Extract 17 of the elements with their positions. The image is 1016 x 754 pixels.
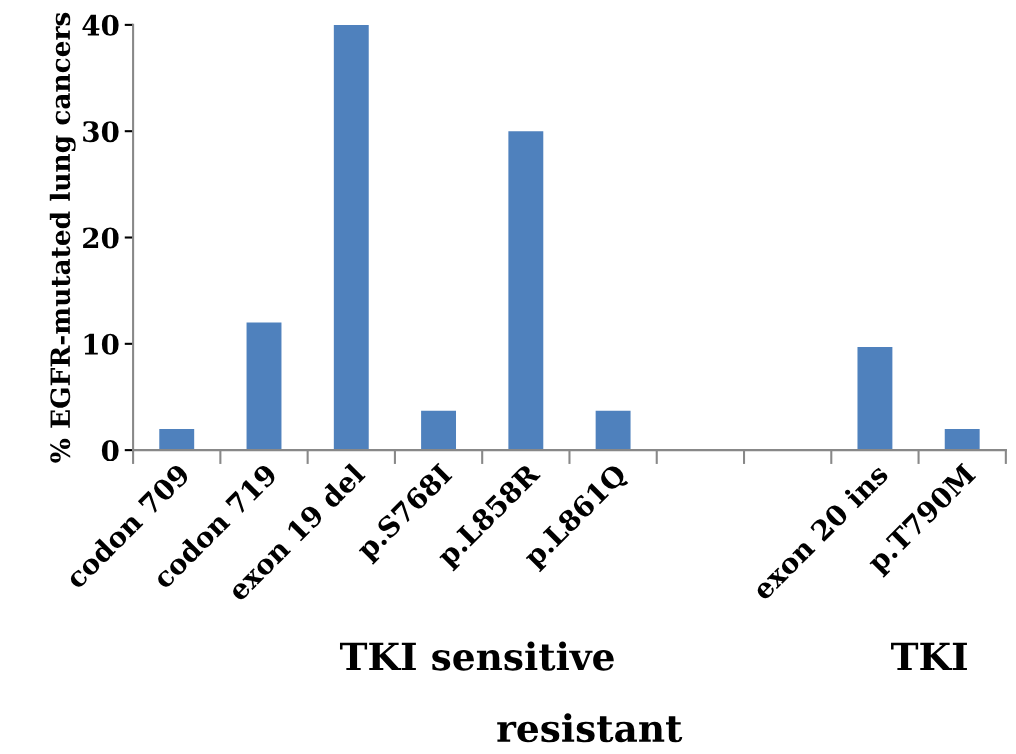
text: TKI sensitive [339, 641, 614, 671]
y-tick-label: 0 [101, 440, 119, 462]
bar [333, 24, 369, 451]
y-axis-title: % EGFR-mutated lung cancers [49, 12, 76, 463]
bar [246, 322, 282, 451]
bar [159, 428, 195, 451]
text: TKI [891, 642, 967, 671]
bar [421, 410, 457, 451]
bar [944, 428, 980, 451]
bar [857, 347, 893, 451]
y-tick-label: 30 [83, 121, 119, 143]
y-tick-label: 20 [83, 227, 119, 249]
bar [508, 131, 544, 451]
y-tick-label: 10 [84, 333, 119, 355]
text: resistant [497, 713, 683, 743]
y-tick-label: 40 [82, 14, 119, 36]
bar [595, 410, 631, 451]
